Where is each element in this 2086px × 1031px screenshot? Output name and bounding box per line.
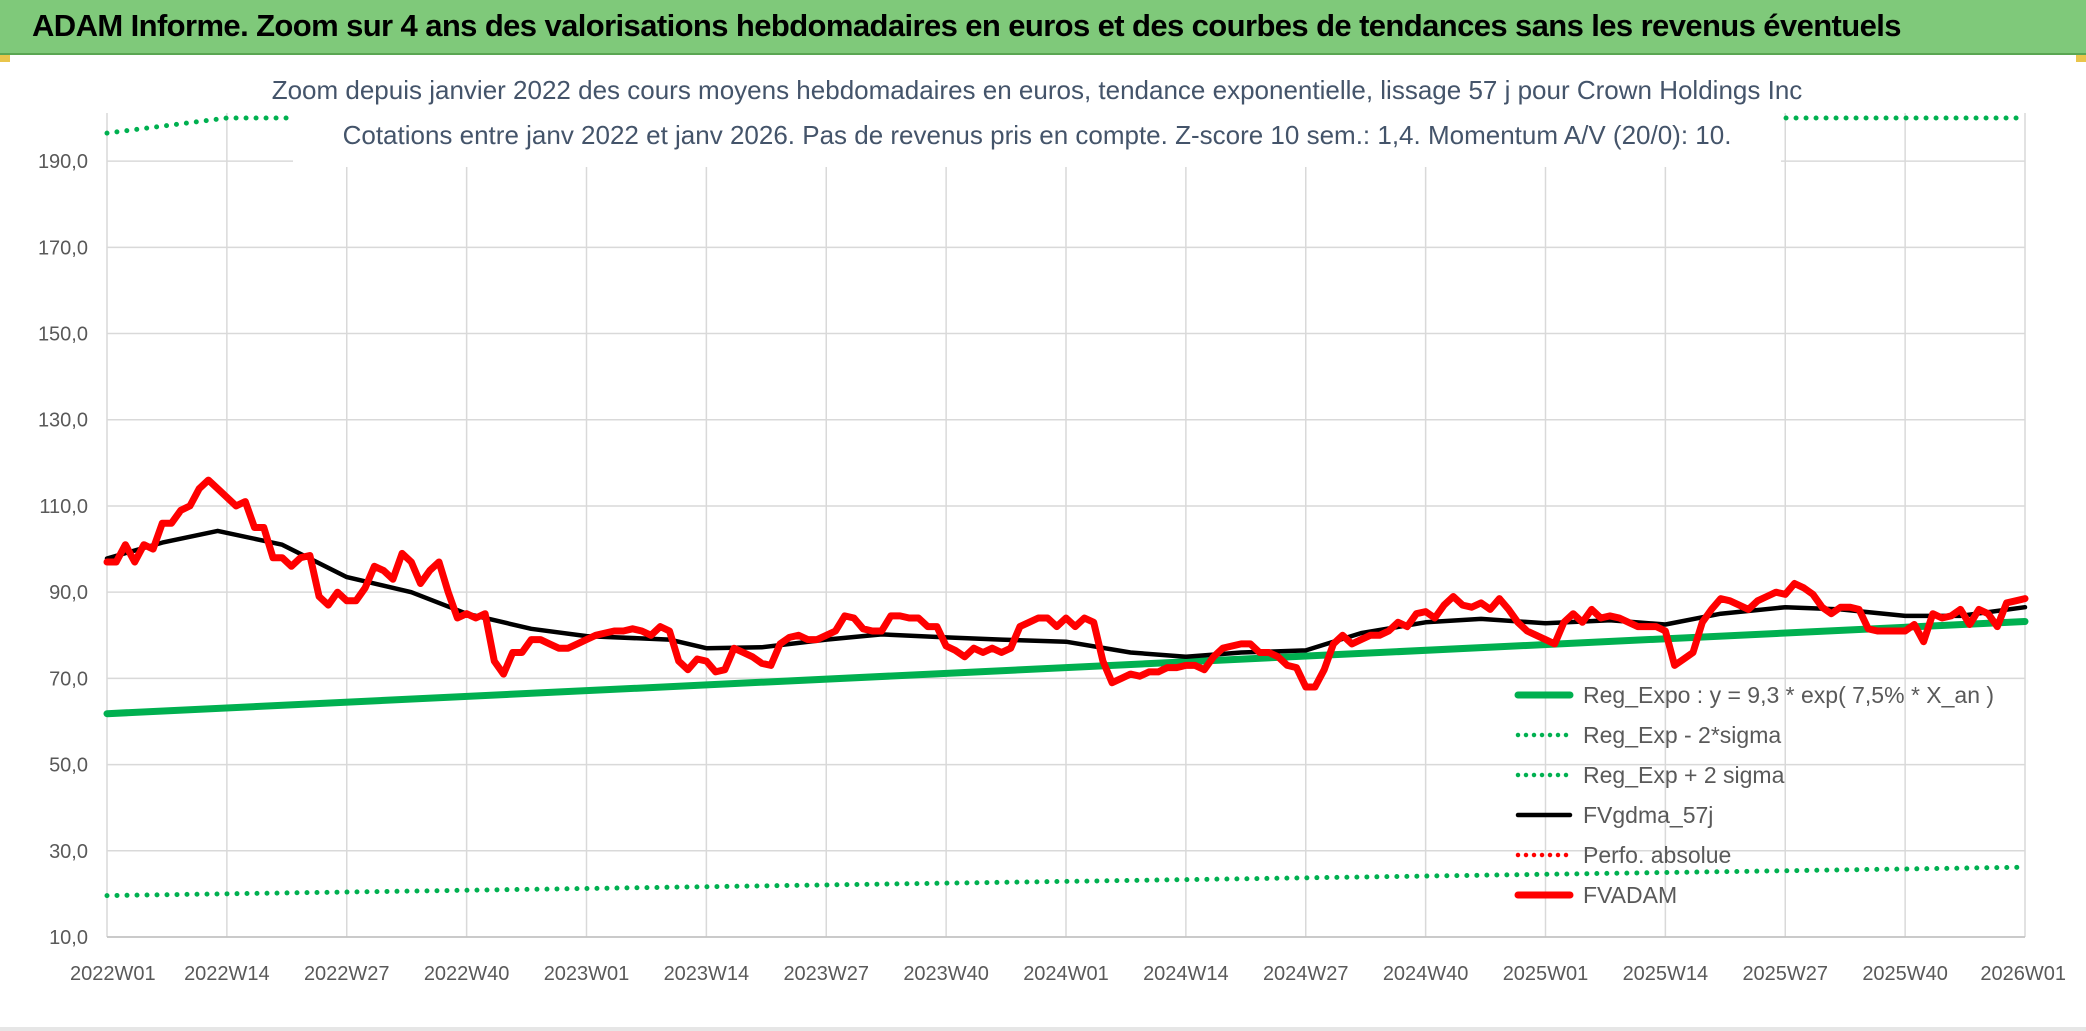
y-tick-label: 90,0 (49, 582, 88, 604)
x-tick-label: 2025W40 (1862, 963, 1948, 985)
x-tick-label: 2022W01 (70, 963, 156, 985)
axes: 10,0 30,0 50,0 70,0 90,0 110,0 130,0 150,0 170,0… (38, 151, 2066, 985)
chart-title: Zoom depuis janvier 2022 des cours moyen… (272, 75, 1803, 105)
x-tick-label: 2024W14 (1143, 963, 1229, 985)
x-tick-label: 2023W14 (664, 963, 750, 985)
legend-label: Perfo. absolue (1583, 842, 1731, 868)
bottom-border (0, 1027, 2086, 1031)
x-tick-label: 2024W01 (1023, 963, 1109, 985)
legend-label: FVgdma_57j (1583, 802, 1713, 828)
grid (106, 113, 2026, 938)
page-title: ADAM Informe. Zoom sur 4 ans des valoris… (32, 8, 1902, 43)
chart-title-block: Zoom depuis janvier 2022 des cours moyen… (272, 56, 1803, 167)
legend: Reg_Expo : y = 9,3 * exp( 7,5% * X_an ) R… (1514, 682, 1994, 908)
y-tick-label: 190,0 (38, 151, 88, 173)
legend-label: FVADAM (1583, 882, 1677, 908)
y-tick-label: 130,0 (38, 410, 88, 432)
y-tick-label: 150,0 (38, 324, 88, 346)
chart-title-background (293, 56, 1781, 167)
x-tick-label: 2024W27 (1263, 963, 1349, 985)
x-tick-label: 2022W14 (184, 963, 270, 985)
series-regression-line (103, 618, 2029, 718)
series-fvadam-line (103, 476, 2029, 691)
legend-label: Reg_Exp + 2 sigma (1583, 762, 1785, 788)
x-tick-label: 2023W01 (544, 963, 630, 985)
x-tick-label: 2025W27 (1742, 963, 1828, 985)
x-tick-label: 2026W01 (1980, 963, 2066, 985)
title-banner: ADAM Informe. Zoom sur 4 ans des valoris… (0, 0, 2086, 55)
corner-accent-right (2076, 55, 2086, 62)
x-tick-label: 2023W40 (903, 963, 989, 985)
corner-accent-left (0, 55, 10, 62)
x-tick-label: 2022W27 (304, 963, 390, 985)
y-tick-label: 110,0 (39, 496, 88, 518)
chart-area: Zoom depuis janvier 2022 des cours moyen… (38, 56, 2066, 985)
legend-label: Reg_Exp - 2*sigma (1583, 722, 1781, 748)
x-tick-label: 2022W40 (424, 963, 510, 985)
chart-subtitle: Cotations entre janv 2022 et janv 2026. … (343, 120, 1732, 150)
y-tick-label: 10,0 (49, 927, 88, 949)
y-tick-label: 70,0 (49, 668, 88, 690)
x-tick-label: 2024W40 (1383, 963, 1469, 985)
y-tick-label: 170,0 (38, 237, 88, 259)
y-tick-label: 30,0 (49, 841, 88, 863)
y-tick-label: 50,0 (49, 755, 88, 777)
x-tick-label: 2025W01 (1503, 963, 1589, 985)
x-tick-label: 2025W14 (1623, 963, 1709, 985)
series-dotted-line (104, 864, 2028, 899)
x-tick-label: 2023W27 (783, 963, 869, 985)
legend-label: Reg_Expo : y = 9,3 * exp( 7,5% * X_an ) (1583, 682, 1994, 708)
